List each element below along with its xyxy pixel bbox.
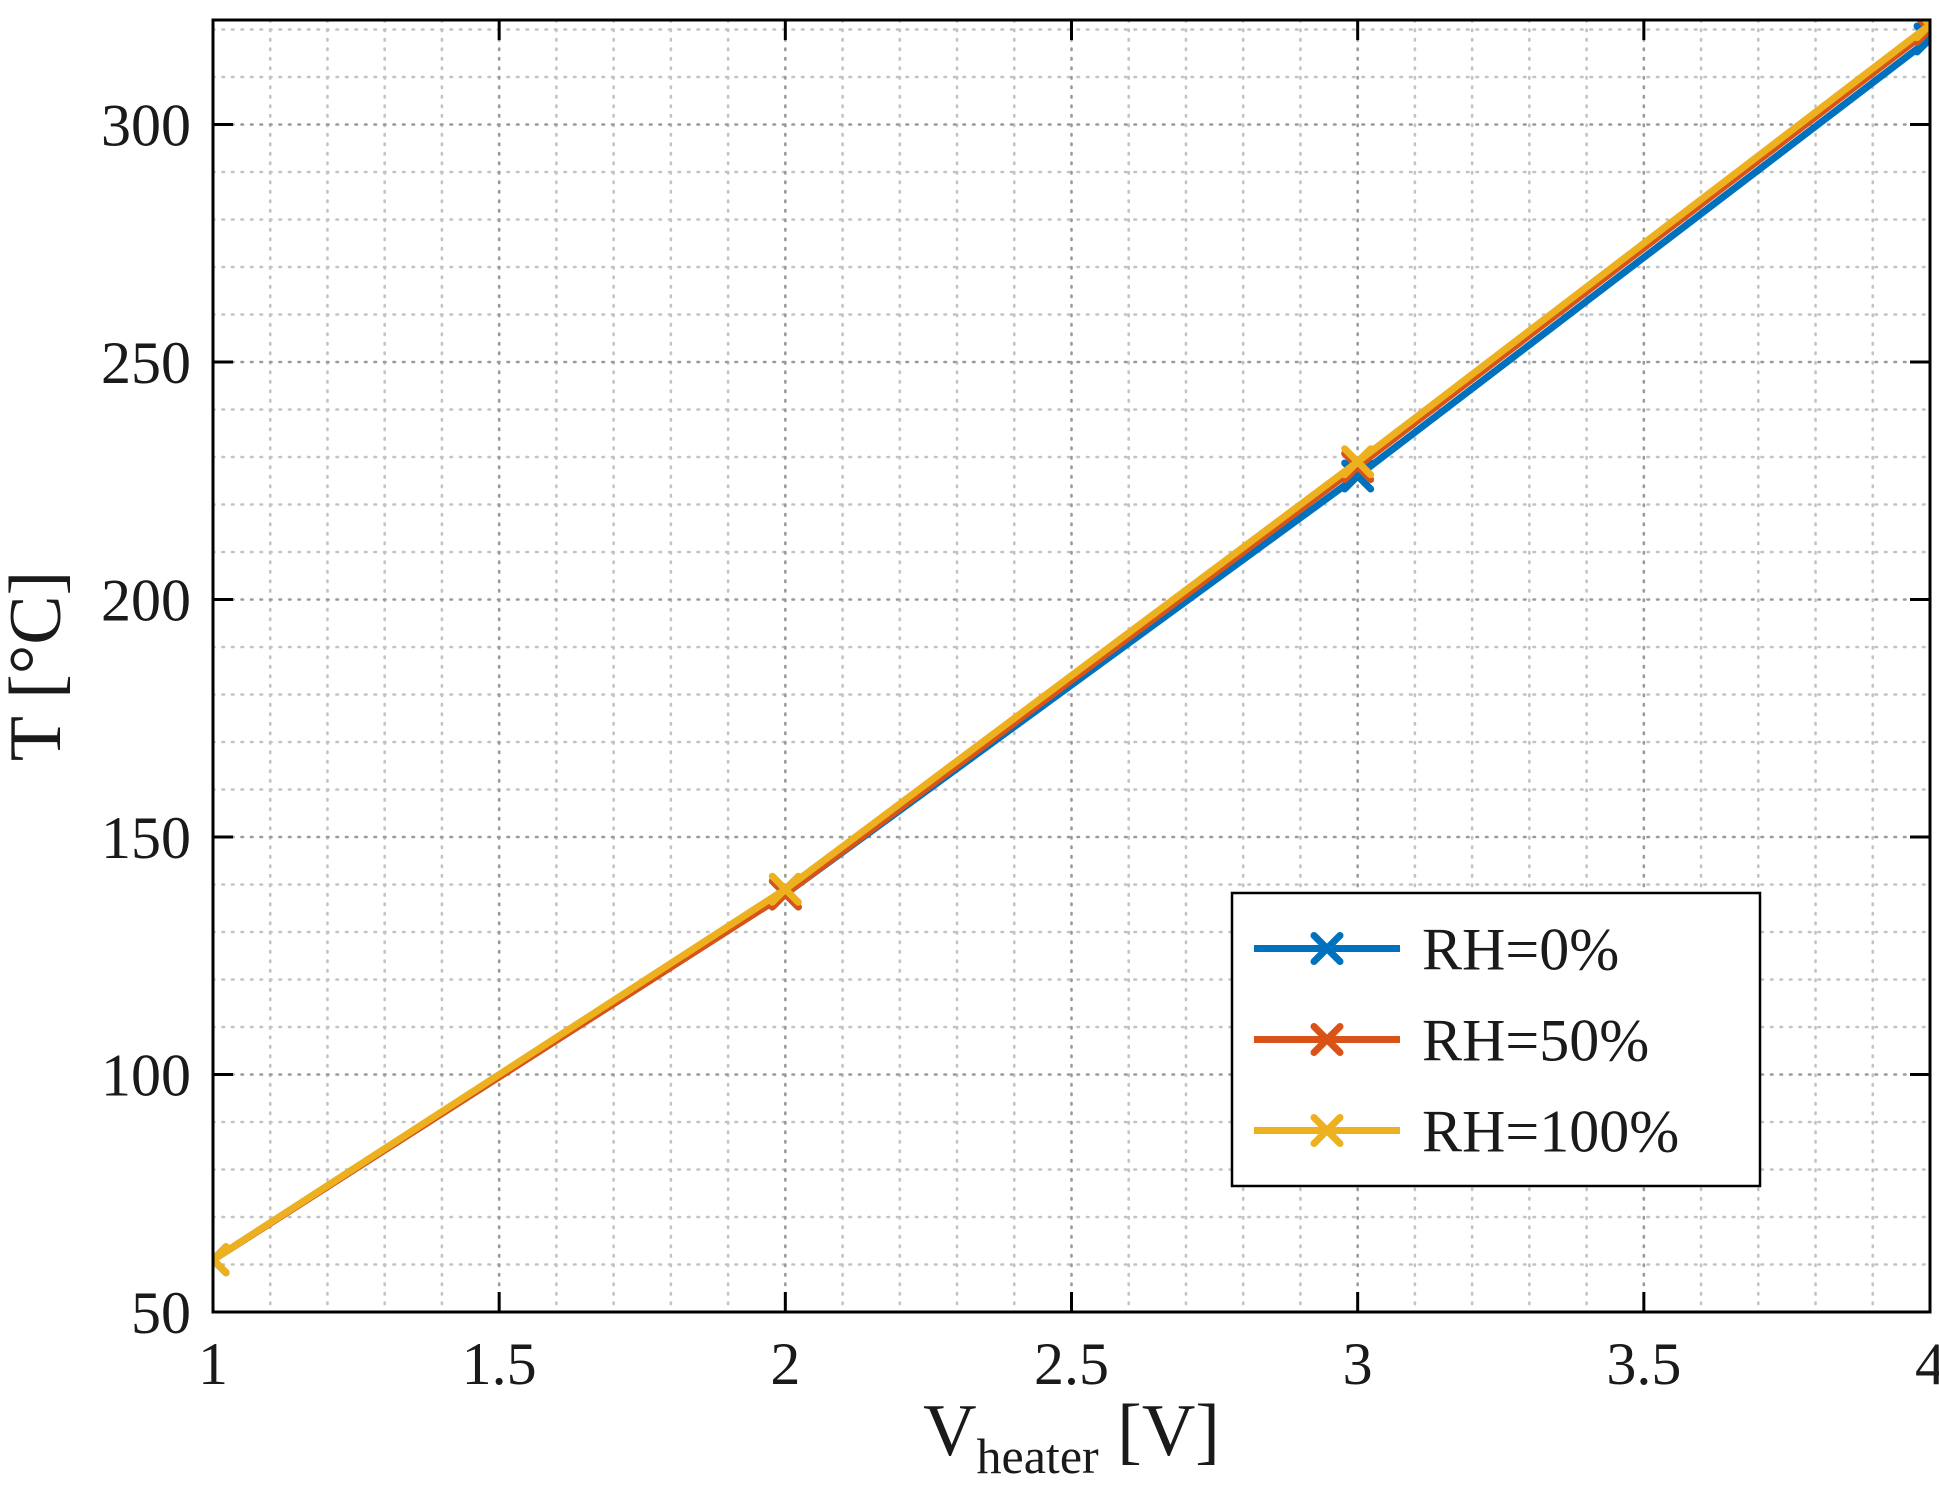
y-tick-label: 250: [101, 330, 191, 396]
x-tick-label: 4: [1915, 1331, 1939, 1397]
marker: [213, 1243, 230, 1277]
marker-stroke: [1310, 1023, 1344, 1056]
y-tick-label: 150: [101, 805, 191, 871]
major-grid: [211, 18, 1932, 1314]
x-axis-label-sub: heater: [977, 1428, 1099, 1484]
x-tick-label: 3: [1343, 1331, 1373, 1397]
marker: [768, 872, 802, 906]
x-axis-label: Vheater [V]: [923, 1390, 1220, 1484]
series-line: [213, 21, 1930, 1263]
marker-stroke: [768, 872, 802, 906]
series-layer: [213, 20, 1930, 1277]
marker-stroke: [1310, 1114, 1344, 1147]
legend-label: RH=100%: [1422, 1099, 1679, 1165]
marker-stroke: [1913, 20, 1930, 42]
series-rh-100-: [213, 20, 1930, 1277]
x-axis-label-text: Vheater [V]: [923, 1390, 1220, 1484]
x-tick-label: 2: [770, 1331, 800, 1397]
marker-stroke: [1341, 445, 1375, 479]
y-axis-label: T [°C]: [0, 571, 77, 762]
marker-stroke: [1310, 932, 1344, 965]
y-tick-label: 50: [131, 1280, 191, 1346]
x-axis-label-main: V: [923, 1390, 976, 1472]
x-axis-label-unit: [V]: [1099, 1390, 1220, 1472]
axis-ticks: [211, 20, 1932, 1314]
tick-labels: 1 1.5 2 2.5 3 3.5 4 50 100 150 200 250 300: [101, 93, 1939, 1398]
x-tick-label: 2.5: [1034, 1331, 1109, 1397]
x-tick-label: 1: [198, 1331, 228, 1397]
legend-entry: RH=0%: [1254, 917, 1619, 983]
legend-label: RH=50%: [1422, 1008, 1649, 1074]
legend-entry: RH=50%: [1254, 1008, 1649, 1074]
marker: [1341, 445, 1375, 479]
marker-stroke: [1913, 34, 1930, 56]
marker: [1310, 932, 1344, 965]
y-tick-label: 200: [101, 568, 191, 634]
legend-label: RH=0%: [1422, 917, 1619, 983]
marker: [1310, 1114, 1344, 1147]
x-tick-label: 3.5: [1606, 1331, 1681, 1397]
marker-stroke: [213, 1254, 230, 1277]
legend-entry: RH=100%: [1254, 1099, 1679, 1165]
marker: [1310, 1023, 1344, 1056]
marker-stroke: [213, 1243, 230, 1265]
y-tick-label: 100: [101, 1043, 191, 1109]
y-tick-label: 300: [101, 93, 191, 159]
marker: [1913, 20, 1930, 42]
legend: RH=0% RH=50% RH=100%: [1230, 891, 1762, 1188]
x-tick-label: 1.5: [462, 1331, 537, 1397]
